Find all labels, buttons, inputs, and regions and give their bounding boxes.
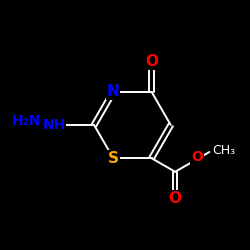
Text: CH₃: CH₃ [212,144,235,157]
Text: H₂N: H₂N [12,114,41,128]
Text: O: O [191,150,203,164]
Text: O: O [145,54,158,69]
Text: N: N [107,84,120,99]
Text: S: S [108,151,119,166]
Text: O: O [169,191,182,206]
Text: NH: NH [42,118,66,132]
